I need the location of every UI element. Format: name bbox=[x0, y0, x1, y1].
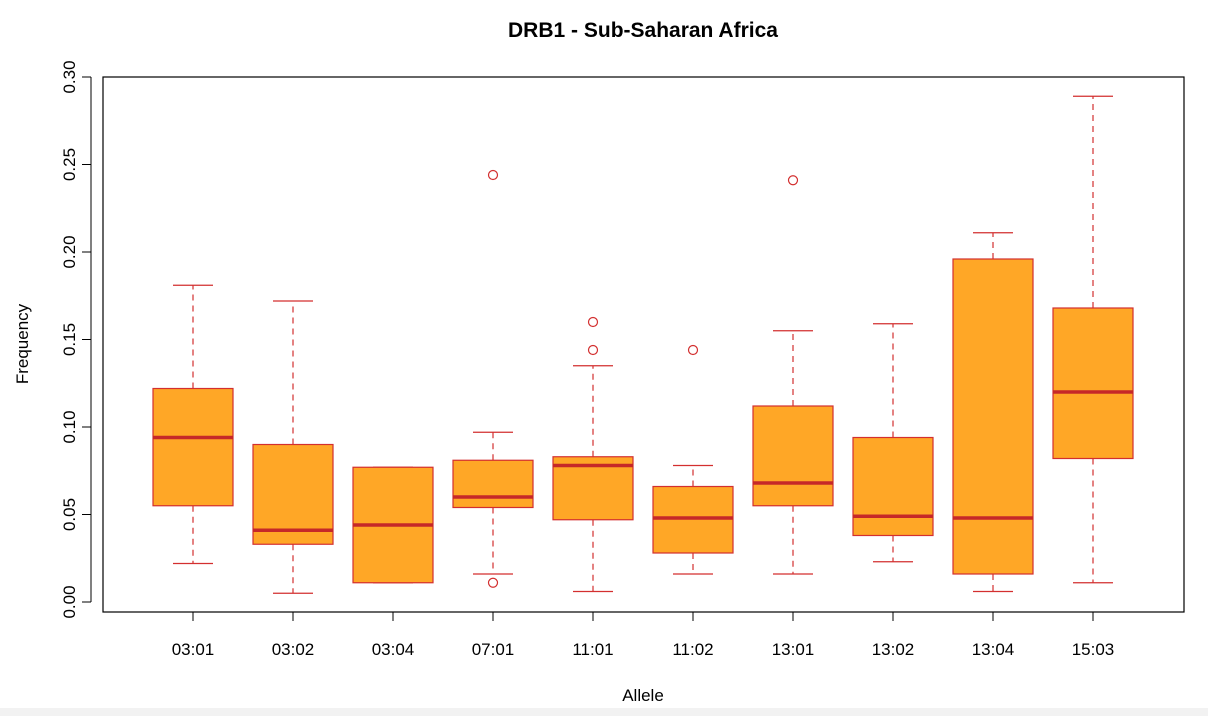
box-15-03 bbox=[1052, 95, 1134, 584]
box-03-01 bbox=[152, 284, 234, 565]
x-tick-label: 15:03 bbox=[1072, 640, 1115, 659]
x-tick-label: 07:01 bbox=[472, 640, 515, 659]
x-tick-label: 13:02 bbox=[872, 640, 915, 659]
box-11-02 bbox=[652, 344, 734, 575]
y-tick-label: 0.20 bbox=[60, 235, 79, 268]
y-tick-label: 0.15 bbox=[60, 323, 79, 356]
iqr-box bbox=[852, 436, 934, 537]
y-axis-label: Frequency bbox=[13, 303, 32, 384]
outlier-point bbox=[587, 316, 599, 328]
x-tick-label: 03:01 bbox=[172, 640, 215, 659]
x-tick-label: 03:02 bbox=[272, 640, 315, 659]
bottom-strip bbox=[0, 708, 1208, 716]
box-03-02 bbox=[252, 300, 334, 594]
x-tick-label: 11:01 bbox=[572, 640, 613, 659]
y-tick-label: 0.10 bbox=[60, 410, 79, 443]
iqr-box bbox=[152, 387, 234, 507]
y-tick-label: 0.05 bbox=[60, 498, 79, 531]
box-11-01 bbox=[552, 316, 634, 593]
box-13-01 bbox=[752, 175, 834, 575]
box-13-04 bbox=[952, 232, 1034, 593]
chart-title: DRB1 - Sub-Saharan Africa bbox=[508, 19, 778, 42]
outlier-point bbox=[587, 344, 599, 356]
x-tick-label: 13:01 bbox=[772, 640, 815, 659]
box-13-02 bbox=[852, 323, 934, 563]
y-axis: 0.00 0.05 0.10 0.15 0.20 0.25 0.30 bbox=[60, 60, 92, 619]
iqr-box bbox=[752, 405, 834, 507]
iqr-box bbox=[452, 459, 534, 509]
box-07-01 bbox=[452, 169, 534, 588]
outlier-point bbox=[487, 577, 499, 588]
y-tick-label: 0.25 bbox=[60, 148, 79, 181]
box-group bbox=[152, 95, 1134, 594]
x-tick-label: 11:02 bbox=[672, 640, 713, 659]
box-03-04 bbox=[352, 466, 434, 584]
x-axis: 03:01 03:02 03:04 07:01 11:01 11:02 13:01 13:02… bbox=[172, 611, 1115, 659]
iqr-box bbox=[952, 258, 1034, 575]
y-tick-label: 0.00 bbox=[60, 585, 79, 618]
y-tick-label: 0.30 bbox=[60, 60, 79, 93]
x-axis-label: Allele bbox=[622, 686, 664, 705]
outlier-point bbox=[787, 175, 799, 186]
outlier-point bbox=[687, 344, 699, 356]
x-tick-label: 03:04 bbox=[372, 640, 415, 659]
iqr-box bbox=[1052, 307, 1134, 460]
outlier-point bbox=[487, 169, 499, 181]
iqr-box bbox=[252, 443, 334, 545]
x-tick-label: 13:04 bbox=[972, 640, 1015, 659]
